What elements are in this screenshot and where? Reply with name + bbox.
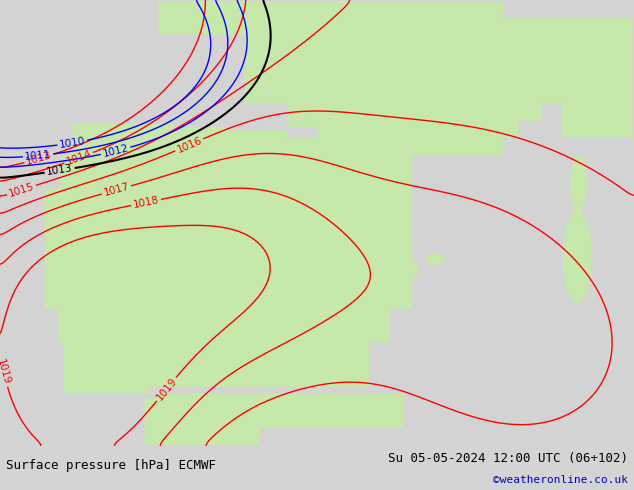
Text: 1017: 1017	[102, 182, 131, 198]
Text: Surface pressure [hPa] ECMWF: Surface pressure [hPa] ECMWF	[6, 459, 216, 472]
Text: 1016: 1016	[175, 135, 204, 155]
Text: 1014: 1014	[65, 149, 93, 167]
Text: 1013: 1013	[25, 150, 53, 167]
Text: 1019: 1019	[154, 376, 179, 402]
Text: 1015: 1015	[8, 181, 36, 199]
Text: 1019: 1019	[0, 358, 12, 386]
Text: ©weatheronline.co.uk: ©weatheronline.co.uk	[493, 475, 628, 485]
Text: 1013: 1013	[46, 164, 74, 177]
Text: Su 05-05-2024 12:00 UTC (06+102): Su 05-05-2024 12:00 UTC (06+102)	[387, 452, 628, 465]
Text: 1010: 1010	[59, 136, 86, 150]
Text: 1012: 1012	[101, 143, 129, 159]
Text: 1011: 1011	[25, 149, 52, 162]
Text: 1018: 1018	[133, 195, 160, 210]
